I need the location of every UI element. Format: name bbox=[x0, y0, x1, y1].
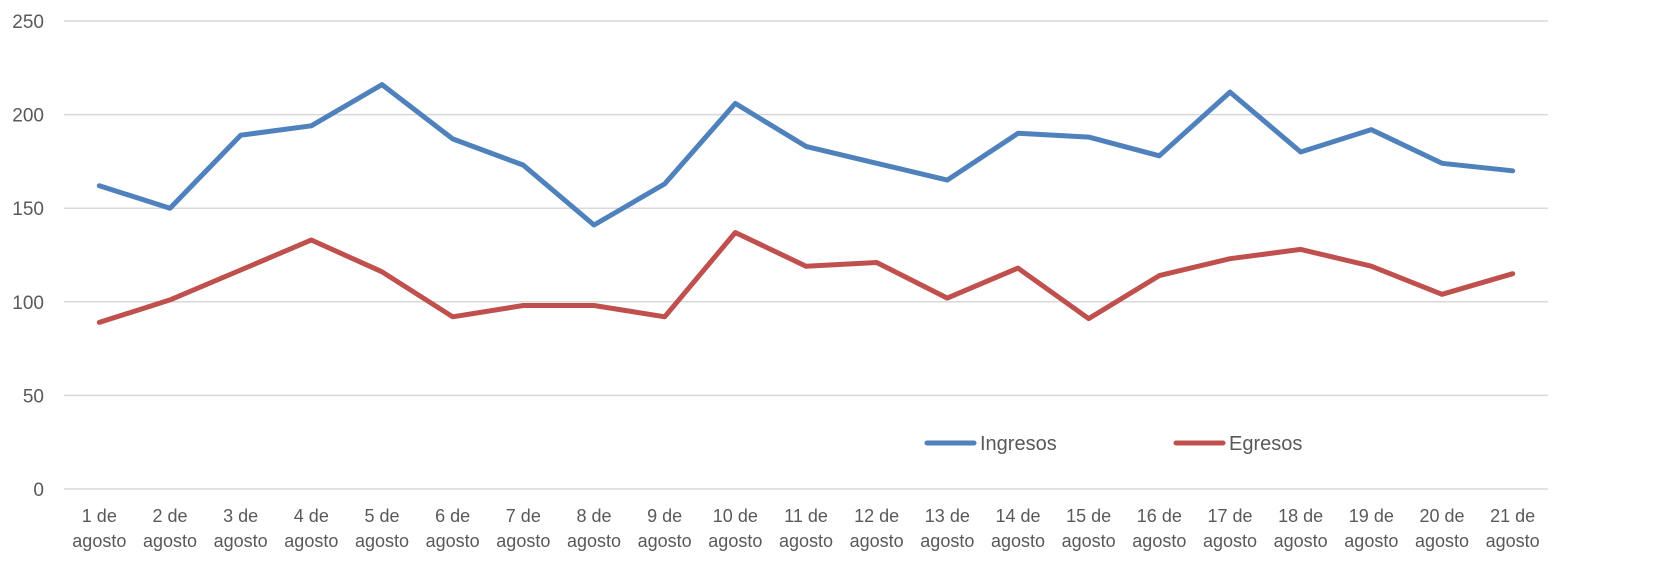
x-category-label-line: 10 de bbox=[713, 506, 758, 526]
x-category-label-line: agosto bbox=[638, 531, 692, 551]
x-axis-category-labels: 1 de agosto 2 de agosto 3 de agosto 4 de agosto… bbox=[72, 506, 1539, 551]
y-tick-label: 50 bbox=[23, 386, 44, 407]
x-category-label: 2 de agosto bbox=[143, 506, 197, 551]
x-category-label-line: agosto bbox=[426, 531, 480, 551]
y-tick-label: 150 bbox=[12, 199, 44, 220]
series-lines bbox=[96, 82, 1516, 325]
x-category-label-line: agosto bbox=[284, 531, 338, 551]
x-category-label-line: 15 de bbox=[1066, 506, 1111, 526]
x-category-label-line: agosto bbox=[355, 531, 409, 551]
y-tick-label: 0 bbox=[33, 480, 44, 501]
x-category-label: 5 de agosto bbox=[355, 506, 409, 551]
x-category-label-line: 16 de bbox=[1137, 506, 1182, 526]
x-category-label: 10 de agosto bbox=[708, 506, 762, 551]
x-category-label-line: agosto bbox=[1062, 531, 1116, 551]
x-category-label-line: 5 de bbox=[364, 506, 399, 526]
x-category-label-line: 18 de bbox=[1278, 506, 1323, 526]
x-category-label-line: agosto bbox=[1132, 531, 1186, 551]
x-category-label-line: agosto bbox=[496, 531, 550, 551]
x-category-label-line: 17 de bbox=[1207, 506, 1252, 526]
legend-item: Ingresos bbox=[924, 433, 1057, 455]
x-category-label-line: 2 de bbox=[152, 506, 187, 526]
x-category-label: 8 de agosto bbox=[567, 506, 621, 551]
x-category-label-line: 6 de bbox=[435, 506, 470, 526]
x-category-label-line: agosto bbox=[1344, 531, 1398, 551]
legend-item: Egresos bbox=[1173, 433, 1302, 455]
gridlines bbox=[64, 20, 1548, 490]
y-tick-label: 100 bbox=[12, 293, 44, 314]
x-category-label: 11 de agosto bbox=[779, 506, 833, 551]
x-category-label-line: agosto bbox=[920, 531, 974, 551]
x-category-label-line: 8 de bbox=[576, 506, 611, 526]
x-category-label-line: agosto bbox=[567, 531, 621, 551]
x-category-label: 14 de agosto bbox=[991, 506, 1045, 551]
y-tick-label: 250 bbox=[12, 12, 44, 33]
x-category-label: 4 de agosto bbox=[284, 506, 338, 551]
x-category-label-line: 3 de bbox=[223, 506, 258, 526]
x-category-label-line: agosto bbox=[850, 531, 904, 551]
x-category-label: 19 de agosto bbox=[1344, 506, 1398, 551]
x-category-label: 16 de agosto bbox=[1132, 506, 1186, 551]
y-axis-tick-labels: 0 50 100 150 200 250 bbox=[12, 12, 44, 501]
x-category-label-line: 21 de bbox=[1490, 506, 1535, 526]
x-category-label: 20 de agosto bbox=[1415, 506, 1469, 551]
x-category-label: 13 de agosto bbox=[920, 506, 974, 551]
x-category-label-line: 4 de bbox=[294, 506, 329, 526]
x-category-label: 21 de agosto bbox=[1486, 506, 1540, 551]
x-category-label-line: agosto bbox=[72, 531, 126, 551]
x-category-label-line: 14 de bbox=[995, 506, 1040, 526]
legend-label: Egresos bbox=[1229, 433, 1302, 455]
x-category-label-line: 12 de bbox=[854, 506, 899, 526]
legend-label: Ingresos bbox=[980, 433, 1057, 455]
x-category-label: 1 de agosto bbox=[72, 506, 126, 551]
x-category-label-line: agosto bbox=[779, 531, 833, 551]
x-category-label-line: agosto bbox=[708, 531, 762, 551]
x-category-label: 7 de agosto bbox=[496, 506, 550, 551]
x-category-label-line: 19 de bbox=[1349, 506, 1394, 526]
x-category-label-line: 13 de bbox=[925, 506, 970, 526]
x-category-label: 18 de agosto bbox=[1274, 506, 1328, 551]
x-category-label: 3 de agosto bbox=[214, 506, 268, 551]
x-category-label: 15 de agosto bbox=[1062, 506, 1116, 551]
x-category-label-line: 9 de bbox=[647, 506, 682, 526]
x-category-label: 6 de agosto bbox=[426, 506, 480, 551]
x-category-label-line: agosto bbox=[1203, 531, 1257, 551]
x-category-label-line: 7 de bbox=[506, 506, 541, 526]
x-category-label: 9 de agosto bbox=[638, 506, 692, 551]
y-tick-label: 200 bbox=[12, 106, 44, 127]
series-line-egresos bbox=[96, 230, 1516, 325]
x-category-label: 12 de agosto bbox=[850, 506, 904, 551]
x-category-label: 17 de agosto bbox=[1203, 506, 1257, 551]
x-category-label-line: 11 de bbox=[784, 506, 828, 526]
legend: Ingresos Egresos bbox=[924, 433, 1302, 455]
series-line-ingresos bbox=[96, 82, 1516, 228]
x-category-label-line: agosto bbox=[1415, 531, 1469, 551]
x-category-label-line: 1 de bbox=[82, 506, 117, 526]
x-category-label-line: agosto bbox=[143, 531, 197, 551]
x-category-label-line: agosto bbox=[1274, 531, 1328, 551]
x-category-label-line: 20 de bbox=[1419, 506, 1464, 526]
x-category-label-line: agosto bbox=[1486, 531, 1540, 551]
x-category-label-line: agosto bbox=[991, 531, 1045, 551]
x-category-label-line: agosto bbox=[214, 531, 268, 551]
